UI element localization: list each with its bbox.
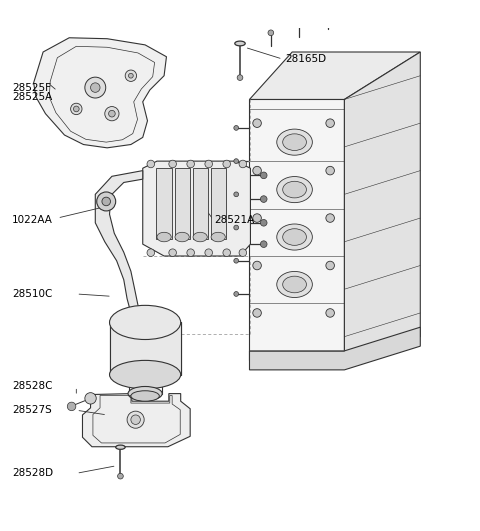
Circle shape	[253, 119, 261, 127]
Circle shape	[73, 106, 79, 112]
Text: 28528C: 28528C	[12, 381, 53, 391]
Circle shape	[131, 415, 140, 424]
Ellipse shape	[116, 445, 125, 449]
Circle shape	[91, 83, 100, 92]
Circle shape	[253, 166, 261, 175]
Circle shape	[239, 160, 247, 168]
Text: 28525F: 28525F	[12, 83, 51, 92]
Circle shape	[205, 249, 213, 256]
Circle shape	[85, 77, 106, 98]
Ellipse shape	[277, 224, 312, 250]
Circle shape	[239, 249, 247, 256]
Circle shape	[187, 249, 194, 256]
Circle shape	[223, 249, 230, 256]
Text: 28527S: 28527S	[12, 405, 52, 415]
Circle shape	[169, 160, 177, 168]
Circle shape	[169, 249, 177, 256]
Circle shape	[105, 107, 119, 121]
Circle shape	[108, 110, 115, 117]
Ellipse shape	[283, 276, 306, 293]
Circle shape	[223, 160, 230, 168]
Polygon shape	[250, 52, 420, 99]
Circle shape	[147, 160, 155, 168]
Polygon shape	[175, 168, 190, 239]
Circle shape	[118, 473, 123, 479]
Circle shape	[85, 392, 96, 404]
Circle shape	[234, 192, 239, 196]
Circle shape	[325, 13, 331, 19]
Polygon shape	[96, 170, 169, 339]
Polygon shape	[192, 168, 208, 239]
Ellipse shape	[131, 391, 159, 401]
Circle shape	[253, 309, 261, 317]
Circle shape	[187, 160, 194, 168]
Ellipse shape	[283, 181, 306, 198]
Ellipse shape	[211, 232, 225, 242]
Circle shape	[125, 70, 137, 81]
Ellipse shape	[283, 229, 306, 245]
Circle shape	[297, 21, 302, 27]
Circle shape	[326, 309, 335, 317]
Ellipse shape	[128, 387, 162, 401]
Ellipse shape	[109, 361, 180, 389]
Ellipse shape	[109, 305, 180, 339]
Text: 28528D: 28528D	[12, 468, 53, 478]
Circle shape	[234, 259, 239, 263]
Polygon shape	[156, 168, 172, 239]
Circle shape	[71, 103, 82, 115]
Polygon shape	[34, 38, 167, 148]
Circle shape	[375, 0, 381, 4]
Ellipse shape	[277, 176, 312, 203]
Circle shape	[268, 30, 274, 36]
Circle shape	[326, 261, 335, 270]
Circle shape	[96, 192, 116, 211]
Polygon shape	[211, 168, 226, 239]
Ellipse shape	[277, 271, 312, 297]
Polygon shape	[344, 52, 420, 361]
Circle shape	[234, 159, 239, 164]
Circle shape	[261, 241, 267, 247]
Circle shape	[102, 197, 110, 205]
Ellipse shape	[235, 41, 245, 46]
Circle shape	[234, 225, 239, 230]
Circle shape	[234, 125, 239, 130]
Circle shape	[205, 160, 213, 168]
Text: 1022AA: 1022AA	[12, 216, 53, 226]
Polygon shape	[109, 322, 180, 375]
Circle shape	[253, 214, 261, 222]
Circle shape	[147, 249, 155, 256]
Ellipse shape	[193, 232, 207, 242]
Polygon shape	[83, 393, 190, 447]
Circle shape	[261, 219, 267, 226]
Circle shape	[261, 196, 267, 202]
Text: 28521A: 28521A	[214, 216, 254, 226]
Circle shape	[326, 214, 335, 222]
Ellipse shape	[277, 129, 312, 155]
Circle shape	[253, 261, 261, 270]
Polygon shape	[143, 161, 251, 256]
Circle shape	[129, 73, 133, 78]
Circle shape	[237, 75, 243, 81]
Circle shape	[326, 119, 335, 127]
Ellipse shape	[175, 232, 189, 242]
Text: 28165D: 28165D	[285, 54, 326, 64]
Circle shape	[127, 411, 144, 428]
Circle shape	[67, 402, 76, 410]
Circle shape	[353, 4, 359, 10]
Ellipse shape	[283, 134, 306, 150]
Circle shape	[326, 166, 335, 175]
Polygon shape	[250, 327, 420, 370]
Circle shape	[261, 172, 267, 178]
Polygon shape	[250, 99, 344, 361]
Text: 28525A: 28525A	[12, 92, 52, 102]
Ellipse shape	[157, 232, 171, 242]
Text: 28510C: 28510C	[12, 289, 53, 299]
Circle shape	[234, 292, 239, 296]
